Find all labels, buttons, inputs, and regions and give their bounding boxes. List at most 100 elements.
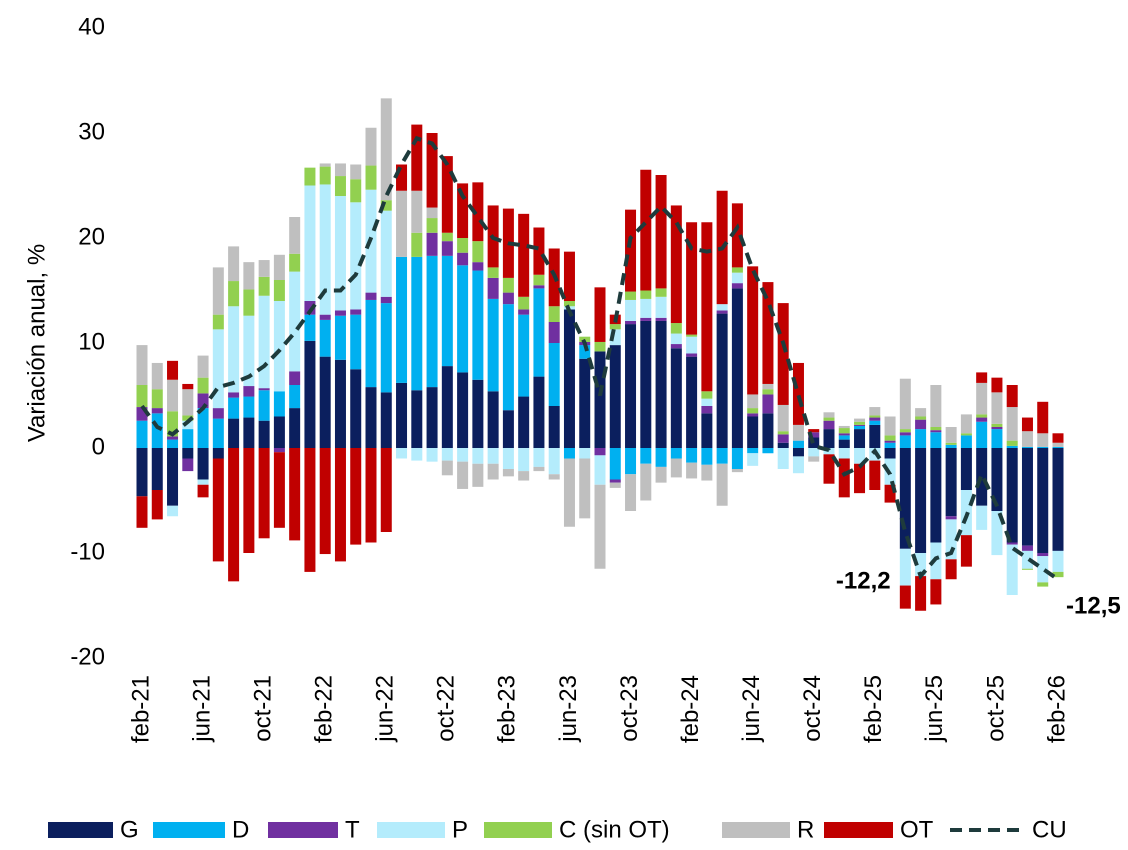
bar-segment [670, 448, 682, 459]
bar-segment [854, 421, 866, 425]
bar-segment [1037, 556, 1049, 583]
legend-label: C (sin OT) [559, 816, 670, 843]
x-tick-label: feb-23 [494, 675, 521, 743]
bar-segment [686, 336, 698, 354]
bar-segment [1037, 448, 1049, 553]
bar-segment [640, 317, 652, 321]
bar-segment [838, 439, 850, 448]
bar-segment [884, 484, 896, 503]
bar-segment [670, 333, 682, 345]
bar-segment [319, 448, 331, 555]
bar-segment [976, 417, 988, 422]
bar-segment [334, 176, 346, 196]
data-label: -12,5 [1066, 593, 1121, 620]
bar-segment [243, 448, 255, 553]
bar-segment [854, 418, 866, 422]
bar-segment [548, 406, 560, 448]
legend-label: R [797, 816, 814, 843]
bar-segment [243, 417, 255, 448]
x-tick-label: feb-24 [677, 675, 704, 743]
bar-segment [197, 377, 209, 394]
bar-segment [365, 299, 377, 388]
bar-segment [441, 241, 453, 256]
bar-segment [991, 392, 1003, 424]
bar-segment [1037, 553, 1049, 557]
bar-segment [701, 222, 713, 392]
bar-segment [1006, 440, 1018, 446]
y-tick-label: 30 [78, 118, 105, 145]
bar-segment [594, 455, 606, 485]
x-tick-label: oct-23 [616, 675, 643, 742]
bar-segment [930, 427, 942, 431]
bar-segment [518, 309, 530, 315]
line-series [140, 135, 1060, 581]
bar-segment [1052, 442, 1064, 447]
bar-segment [1006, 407, 1018, 441]
legend-label: G [120, 816, 139, 843]
bar-segment [151, 448, 163, 490]
bar-segment [960, 433, 972, 436]
bar-segment [915, 429, 927, 448]
bar-segment [548, 448, 560, 475]
bar-segment [334, 310, 346, 316]
bar-segment [915, 576, 927, 611]
bar-segment [945, 444, 957, 448]
bar-segment [563, 448, 575, 459]
bar-segment [457, 238, 469, 253]
bar-segment [502, 292, 514, 305]
bar-segment [869, 417, 881, 421]
bar-segment [212, 314, 224, 330]
bar-segment [228, 392, 240, 398]
bar-segment [915, 419, 927, 430]
bar-segment [731, 288, 743, 448]
bar-segment [472, 448, 484, 464]
bar-segment [884, 442, 896, 448]
bar-segment [838, 435, 850, 440]
bar-segment [548, 474, 560, 480]
bar-segment [838, 458, 850, 498]
bar-segment [518, 448, 530, 472]
bar-segment [136, 420, 148, 448]
bar-segment [441, 156, 453, 233]
bar-segment [854, 425, 866, 430]
bar-segment [716, 448, 728, 464]
bar-segment [197, 484, 209, 498]
bar-segment [930, 385, 942, 427]
bar-segment [273, 280, 285, 301]
x-tick-label: feb-25 [860, 675, 887, 743]
bar-segment [380, 303, 392, 393]
bar-segment [640, 320, 652, 448]
y-tick-label: 0 [92, 433, 105, 460]
bar-segment [625, 474, 637, 511]
bar-segment [686, 222, 698, 335]
bar-segment [915, 448, 927, 553]
bar-segment [258, 388, 270, 391]
bar-segment [182, 383, 194, 390]
bar-segment [304, 448, 316, 572]
bar-segment [457, 265, 469, 373]
bar-segment [411, 190, 423, 233]
bar-segment [579, 448, 591, 459]
y-tick-label: 40 [78, 13, 105, 40]
bar-segment [334, 315, 346, 360]
bar-segment [457, 183, 469, 238]
bar-segment [533, 274, 545, 286]
bar-segment [396, 256, 408, 383]
bar-segment [136, 448, 148, 497]
bar-segment [228, 448, 240, 582]
bar-segment [304, 301, 316, 315]
bar-segment [441, 366, 453, 448]
bar-segment [1052, 448, 1064, 551]
bar-segment [426, 255, 438, 388]
bar-segment [655, 317, 667, 321]
bar-segment [151, 408, 163, 414]
bar-segment [930, 448, 942, 543]
bar-segment [426, 218, 438, 233]
bar-segment [869, 460, 881, 490]
bar-segment [655, 448, 667, 467]
bar-segment [533, 285, 545, 289]
bar-segment [1021, 417, 1033, 432]
bar-segment [411, 124, 423, 191]
bar-segment [686, 334, 698, 337]
bar-segment [838, 433, 850, 436]
